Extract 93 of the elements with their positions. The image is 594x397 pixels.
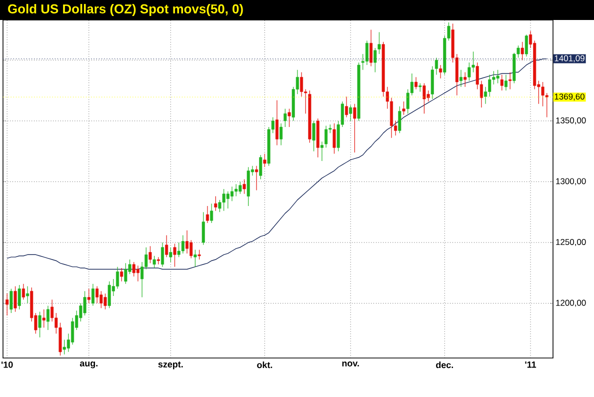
candlestick xyxy=(422,82,426,114)
candlestick xyxy=(62,339,66,355)
candlestick xyxy=(190,240,193,259)
candlestick xyxy=(464,72,467,88)
candlestick xyxy=(259,154,262,180)
candlestick xyxy=(160,242,164,268)
candlestick xyxy=(181,234,184,254)
x-tick-label: '11 xyxy=(525,362,536,368)
candlestick xyxy=(222,188,226,212)
candlestick xyxy=(504,74,508,91)
candlestick xyxy=(488,74,492,97)
candlestick xyxy=(345,96,348,118)
candlestick xyxy=(365,40,368,66)
candlestick xyxy=(198,249,201,260)
y-tick-label: 1250,00 xyxy=(556,239,586,246)
candlestick xyxy=(14,286,17,312)
candlestick xyxy=(120,268,124,282)
candlestick xyxy=(152,256,156,268)
ref-line-label: 1369,60 xyxy=(554,94,584,101)
candlestick xyxy=(353,104,356,153)
candlestick xyxy=(263,153,266,168)
candlestick xyxy=(108,281,111,308)
x-tick-label: aug. xyxy=(80,362,98,368)
candlestick xyxy=(434,57,438,76)
candlestick xyxy=(26,286,30,304)
x-tick-label: '10 xyxy=(2,362,13,368)
candlestick xyxy=(22,284,25,300)
candlestick xyxy=(238,181,242,194)
candlestick xyxy=(275,100,278,146)
candlestick xyxy=(414,76,418,90)
candlestick xyxy=(402,101,406,116)
candlestick xyxy=(206,206,209,224)
candlestick xyxy=(460,70,462,88)
candlestick xyxy=(378,32,381,54)
candlestick xyxy=(194,249,197,268)
candlestick xyxy=(42,309,46,328)
candlestick xyxy=(10,288,13,314)
candlestick xyxy=(202,212,205,246)
candlestick xyxy=(541,82,544,107)
candlestick xyxy=(18,284,21,310)
candlestick xyxy=(500,74,504,91)
candlestick xyxy=(324,125,328,148)
candlestick xyxy=(398,106,402,134)
candlestick xyxy=(374,48,377,73)
candlestick xyxy=(177,242,180,258)
x-tick-label: dec. xyxy=(436,362,453,368)
candlestick xyxy=(226,191,230,209)
candlestick xyxy=(332,123,336,154)
candlestick xyxy=(312,120,316,152)
candlestick xyxy=(46,305,50,330)
candlestick xyxy=(100,290,103,308)
candlestick xyxy=(288,108,291,128)
candlestick xyxy=(370,29,373,66)
x-tick-label: nov. xyxy=(342,362,359,366)
candlestick xyxy=(234,184,238,197)
candlestick xyxy=(300,72,304,97)
y-tick-label: 1200,00 xyxy=(556,300,586,307)
candlestick xyxy=(165,234,168,258)
candlestick xyxy=(520,42,524,60)
candlestick xyxy=(439,64,442,79)
candlestick xyxy=(186,230,189,254)
chart-title: Gold US Dollars (OZ) Spot movs(50, 0) xyxy=(8,4,243,16)
candlestick xyxy=(148,246,152,264)
candlestick xyxy=(136,265,140,282)
x-tick-label: okt. xyxy=(257,362,272,368)
candlestick xyxy=(349,104,352,122)
ref-line-label: 1401,09 xyxy=(554,55,584,62)
candlestick xyxy=(214,196,218,212)
candlestick xyxy=(96,286,99,304)
candlestick xyxy=(173,243,176,268)
candlestick xyxy=(280,123,283,146)
candlestick xyxy=(71,318,74,345)
y-tick-label: 1300,00 xyxy=(556,178,586,186)
candlestick xyxy=(242,178,246,194)
candlestick xyxy=(38,311,42,338)
candlestick xyxy=(468,62,471,82)
candlestick xyxy=(284,108,287,128)
candlestick xyxy=(124,262,128,284)
candlestick xyxy=(508,72,512,90)
candlestick xyxy=(169,247,172,262)
candlestick xyxy=(496,70,500,84)
candlestick xyxy=(87,288,90,304)
candlestick xyxy=(210,203,214,224)
candlestick xyxy=(104,293,107,310)
candlestick xyxy=(524,34,528,57)
candlestick xyxy=(320,141,324,162)
candlestick xyxy=(6,293,9,316)
y-tick-label: 1350,00 xyxy=(556,117,586,124)
candlestick xyxy=(91,284,94,306)
x-tick-label: szept. xyxy=(158,362,183,370)
candlestick xyxy=(132,262,136,277)
candlestick xyxy=(255,166,258,191)
candlestick xyxy=(83,290,86,316)
